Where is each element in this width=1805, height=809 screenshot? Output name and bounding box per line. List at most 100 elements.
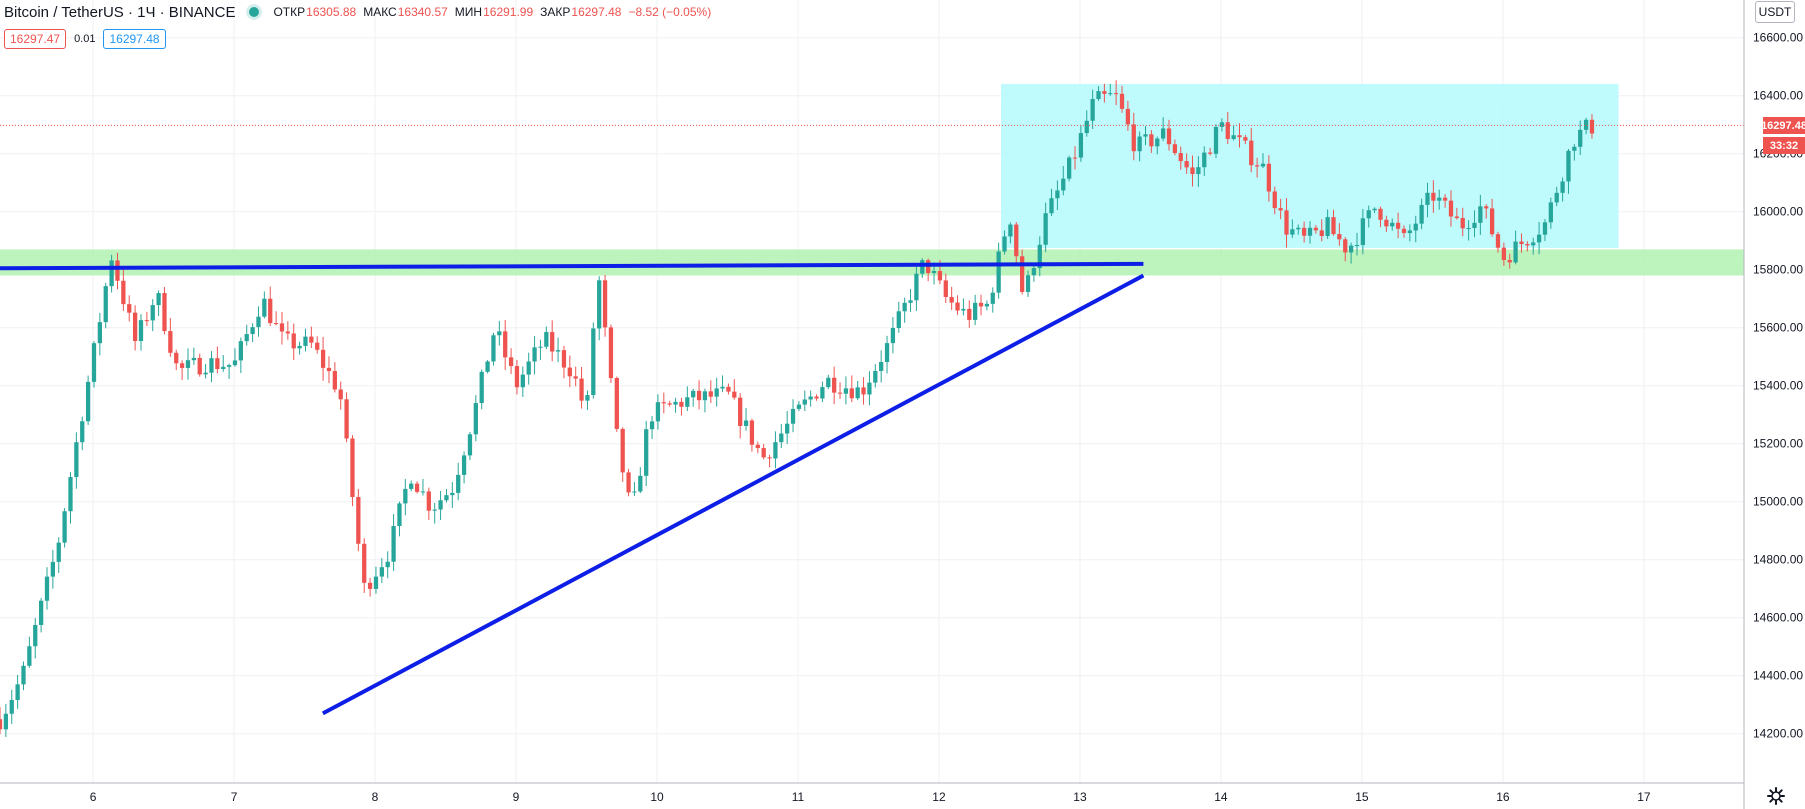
price-tick-label: 14600.00 [1753,611,1803,625]
currency-button[interactable]: USDT [1755,1,1795,23]
candle-body [832,377,837,393]
candle-body [238,341,243,361]
candle-body [550,332,555,352]
candle-body [1190,167,1195,175]
candle-body [1290,229,1295,235]
candle-body [497,331,502,336]
candle-body [973,302,978,320]
candle-body [1407,230,1412,234]
candle-body [315,342,320,350]
candle-body [209,358,214,373]
candle-body [720,386,725,389]
candle-body [1489,208,1495,235]
candle-body [732,391,737,398]
candle-body [961,308,966,311]
candle-body [1442,197,1448,201]
candle-body [1460,218,1465,229]
candle-body [344,399,349,439]
candle-body [1225,122,1230,139]
candle-body [1131,124,1136,152]
candle-body [1102,91,1107,94]
candle-body [591,328,596,396]
candle-body [996,251,1001,293]
candle-body [1572,146,1577,151]
candle-body [1560,181,1565,193]
candle-body [1143,134,1148,137]
candle-body [1313,227,1319,231]
candle-body [597,280,602,329]
open-value: 16305.88 [306,5,357,19]
candle-body [1495,234,1501,248]
candle-body [638,475,643,492]
candle-body [620,428,625,473]
time-tick-label: 9 [513,790,520,804]
candle-body [773,442,778,459]
candle-body [567,367,572,377]
candle-body [1207,152,1213,154]
candle-body [91,343,97,382]
candle-body [38,600,44,625]
candle-body [1401,228,1407,234]
candle-body [514,366,520,388]
candle-body [814,396,819,399]
candle-body [103,286,108,323]
candles [0,80,1595,737]
price-tick-label: 14200.00 [1753,727,1803,741]
candle-body [667,403,672,405]
price-tick-label: 14400.00 [1753,669,1803,683]
candle-body [1431,192,1436,201]
candle-body [485,361,490,372]
candle-body [33,624,38,647]
candle-body [1272,191,1277,209]
candle-body [232,360,238,366]
candle-body [1466,227,1471,229]
candle-body [1025,275,1031,292]
candle-body [696,390,702,401]
candle-body [820,387,825,399]
candle-body [1149,134,1154,147]
candle-body [1296,227,1301,230]
candle-body [44,576,50,601]
gear-icon[interactable] [1766,786,1786,806]
candle-body [303,336,308,346]
price-tick-label: 15200.00 [1753,437,1803,451]
price-tick-label: 15600.00 [1753,321,1803,335]
last-price-label: 16297.48 [1761,117,1805,135]
candle-body [438,500,443,510]
candle-body [544,332,549,347]
candle-body [861,387,866,395]
candle-body [279,323,285,332]
candle-body [890,328,896,344]
candle-body [373,576,379,589]
candle-body [931,271,937,274]
candle-body [1008,224,1013,237]
candle-body [1254,165,1260,167]
candle-body [1454,216,1459,219]
candle-body [626,472,631,493]
candle-body [867,382,872,395]
candle-body [1325,217,1330,236]
candle-body [884,343,890,362]
candle-body [1072,157,1078,159]
price-axis[interactable]: 16600.0016400.0016200.0016000.0015800.00… [1753,31,1803,741]
candle-body [743,420,749,426]
time-axis[interactable]: 6 7 8 9 10 11 12 13 14 15 16 17 [90,790,1651,804]
candle-body [320,349,326,368]
buy-price-button[interactable]: 16297.48 [103,29,166,49]
candle-body [1331,217,1336,235]
candle-body [714,388,719,397]
candle-body [9,700,14,714]
candle-body [1219,122,1225,127]
candle-body [532,347,537,362]
sell-price-button[interactable]: 16297.47 [4,29,67,49]
candle-body [1472,222,1477,228]
candle-body [332,371,337,390]
candle-body [1536,234,1542,243]
symbol-title[interactable]: Bitcoin / TetherUS · 1Ч · BINANCE [4,3,236,21]
candle-body [538,346,543,348]
price-tick-label: 16600.00 [1753,31,1803,45]
candle-body [843,388,849,394]
time-tick-label: 12 [932,790,946,804]
candle-body [409,483,414,489]
